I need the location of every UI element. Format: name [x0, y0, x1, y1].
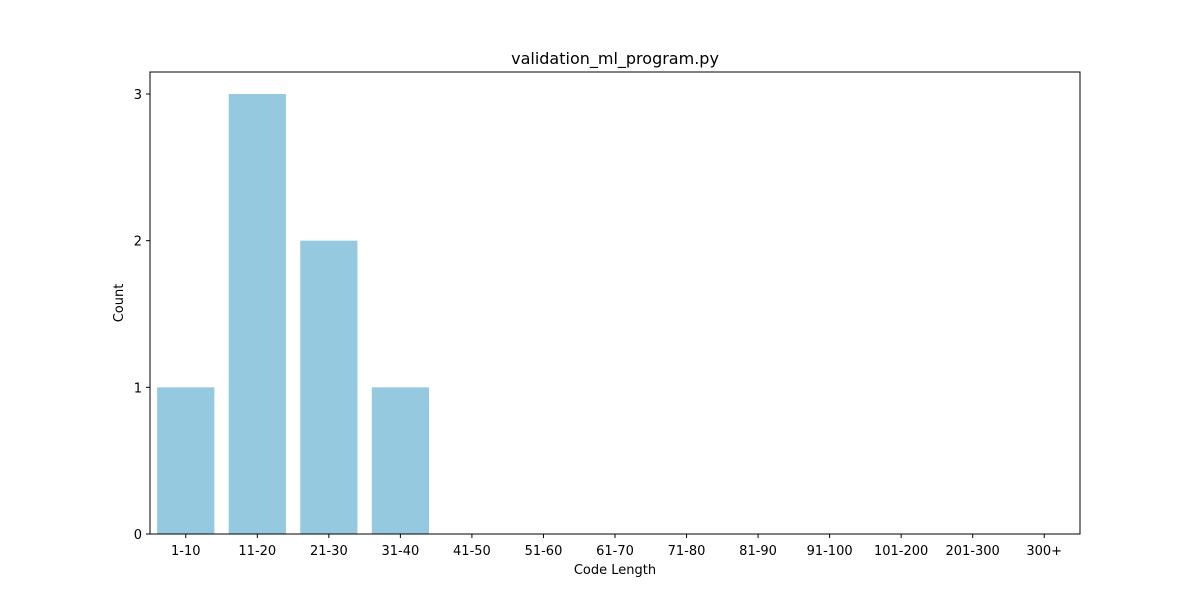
bar-group: [157, 94, 429, 535]
chart-title: validation_ml_program.py: [511, 49, 719, 69]
y-axis-ticks: 0 1 2 3: [134, 88, 150, 543]
bar-21-30: [300, 240, 358, 535]
x-tick-label: 21-30: [310, 544, 348, 559]
bar-31-40: [371, 387, 429, 534]
bar-11-20: [228, 94, 286, 534]
x-tick-label: 31-40: [381, 544, 419, 559]
x-tick-label: 71-80: [668, 544, 706, 559]
x-tick-label: 91-100: [807, 544, 853, 559]
x-axis-label: Code Length: [574, 563, 656, 578]
y-axis-label: Count: [112, 284, 127, 323]
y-tick-label: 2: [134, 235, 142, 250]
x-axis-ticks: 1-10 11-20 21-30 31-40 41-50 51-60 61-70 71-80 8…: [171, 534, 1062, 559]
x-tick-label: 101-200: [874, 544, 928, 559]
plot-frame: [149, 71, 1081, 535]
x-tick-label: 61-70: [596, 544, 634, 559]
y-tick-label: 1: [134, 381, 142, 396]
x-tick-label: 81-90: [739, 544, 777, 559]
x-tick-label: 1-10: [171, 544, 201, 559]
x-tick-label: 11-20: [238, 544, 276, 559]
bar-1-10: [157, 387, 215, 534]
x-tick-label: 51-60: [525, 544, 563, 559]
y-tick-label: 0: [134, 528, 142, 543]
x-tick-label: 300+: [1026, 544, 1062, 559]
x-tick-label: 41-50: [453, 544, 491, 559]
y-tick-label: 3: [134, 88, 142, 103]
x-tick-label: 201-300: [946, 544, 1000, 559]
